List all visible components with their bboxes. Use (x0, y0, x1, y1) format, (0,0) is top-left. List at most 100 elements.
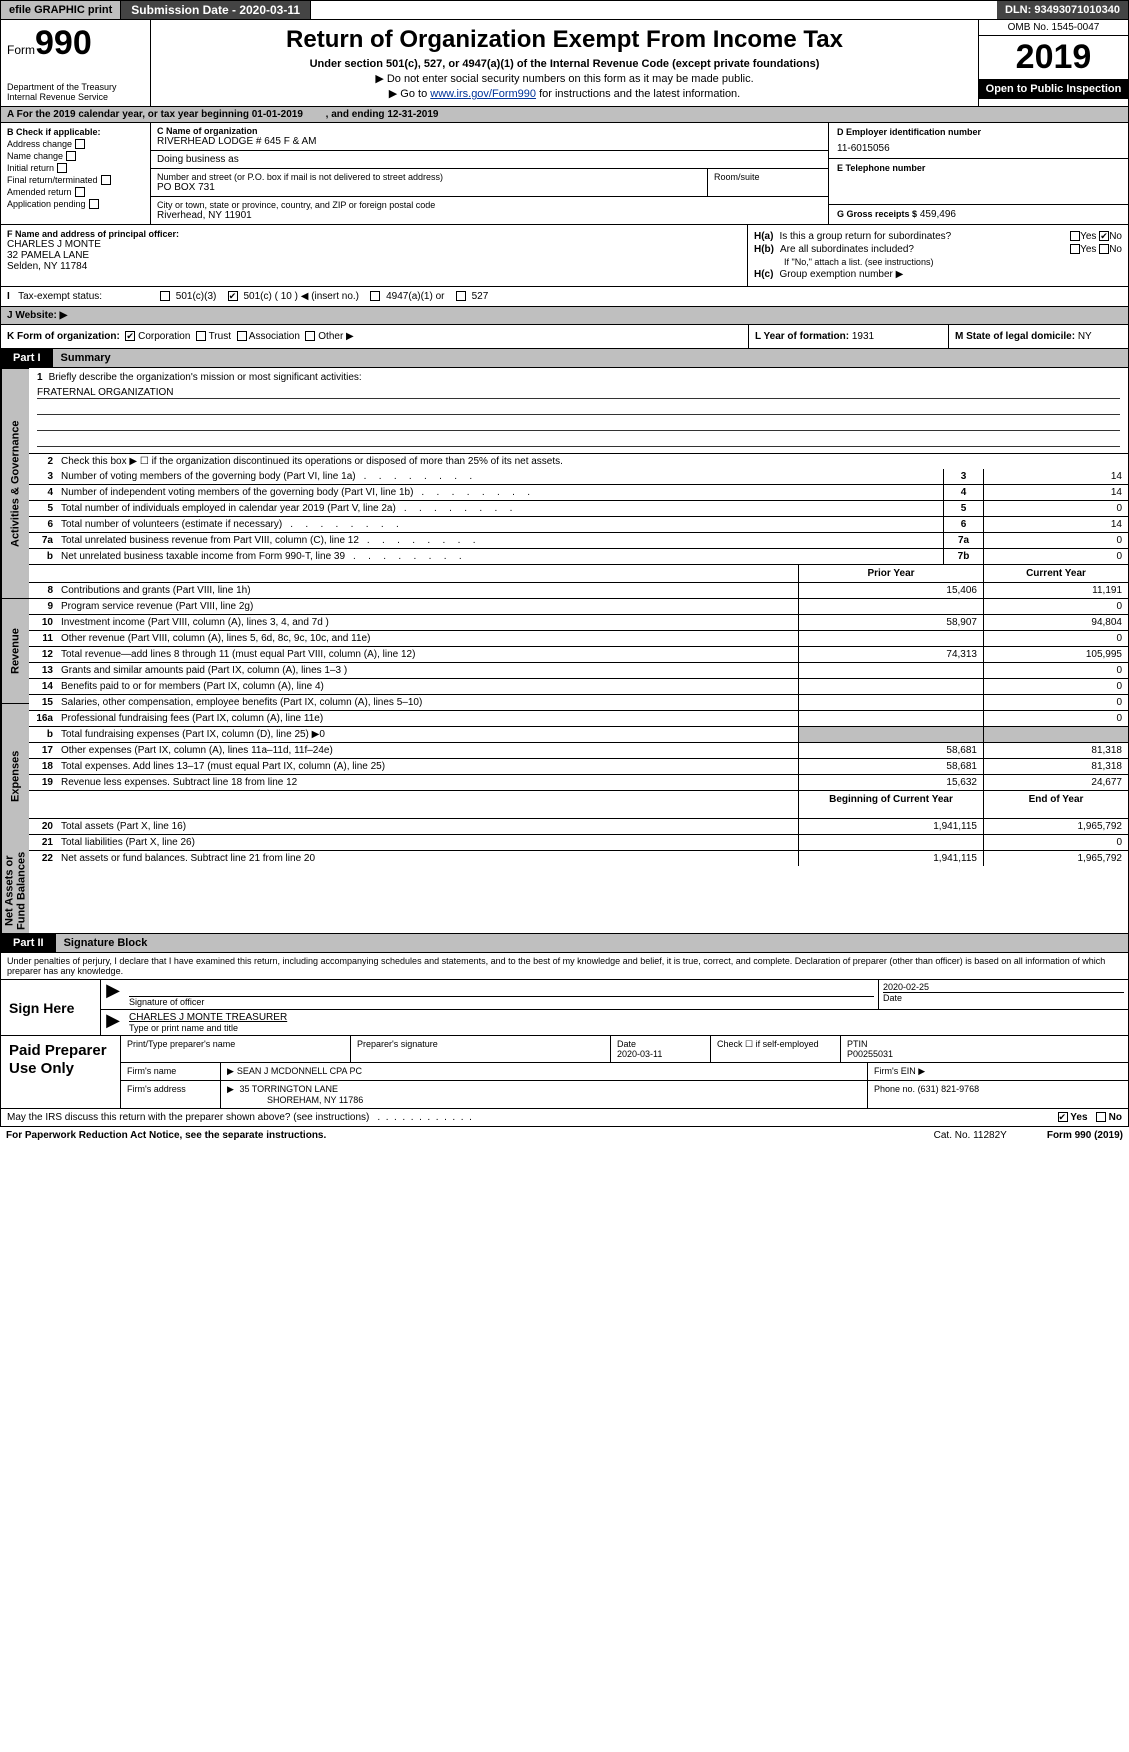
mission-blank1 (37, 401, 1120, 415)
hc: H(c) Group exemption number ▶ (754, 269, 1122, 280)
ha-lbl: H(a) (754, 231, 773, 242)
chk-527[interactable] (456, 291, 466, 301)
sign-content: ▶ Signature of officer 2020-02-25 Date ▶… (101, 980, 1128, 1035)
prior-year-h: Prior Year (798, 565, 983, 582)
chk-501c3[interactable] (160, 291, 170, 301)
ha-text: Is this a group return for subordinates? (779, 231, 951, 242)
chk-other[interactable] (305, 331, 315, 341)
h-sig: Preparer's signature (351, 1036, 611, 1062)
side-revenue: Revenue (1, 598, 29, 703)
officer-name: CHARLES J MONTE (7, 239, 741, 250)
line-a-text: A For the 2019 calendar year, or tax yea… (7, 109, 303, 120)
irs-link[interactable]: www.irs.gov/Form990 (430, 88, 536, 100)
chk-amended[interactable]: Amended return (7, 187, 144, 197)
top-bar: efile GRAPHIC print Submission Date - 20… (0, 0, 1129, 20)
goto-post: for instructions and the latest informat… (536, 88, 740, 100)
rev-line: 9Program service revenue (Part VIII, lin… (29, 599, 1128, 615)
line-a-ending: , and ending 12-31-2019 (326, 109, 439, 120)
discuss-no[interactable] (1096, 1112, 1106, 1122)
part2-title: Signature Block (56, 934, 1128, 952)
exp-line: 16aProfessional fundraising fees (Part I… (29, 711, 1128, 727)
gross-cell: G Gross receipts $ 459,496 (829, 204, 1128, 224)
ha-no[interactable] (1099, 231, 1109, 241)
sig-arrow1: ▶ (101, 980, 125, 1009)
exp-line: 15Salaries, other compensation, employee… (29, 695, 1128, 711)
exp-lines: 13Grants and similar amounts paid (Part … (29, 663, 1128, 791)
phone-cell: E Telephone number (829, 158, 1128, 204)
chk-name-change[interactable]: Name change (7, 151, 144, 161)
firm-name-line: Firm's name SEAN J MCDONNELL CPA PC Firm… (121, 1063, 1128, 1081)
k-lbl: K Form of organization: (7, 331, 120, 342)
rev-line: 8Contributions and grants (Part VIII, li… (29, 583, 1128, 599)
gov-line: 3Number of voting members of the governi… (29, 469, 1128, 485)
dba-cell: Doing business as (151, 151, 828, 169)
submission-date: Submission Date - 2020-03-11 (121, 1, 311, 19)
officer-addr1: 32 PAMELA LANE (7, 250, 741, 261)
summary-body: Activities & Governance Revenue Expenses… (0, 368, 1129, 934)
firm-name-lbl: Firm's name (121, 1063, 221, 1080)
chk-corp[interactable] (125, 331, 135, 341)
chk-trust[interactable] (196, 331, 206, 341)
row-klm: K Form of organization: Corporation Trus… (0, 325, 1129, 349)
hc-text: Group exemption number ▶ (779, 269, 903, 280)
hb-yes[interactable] (1070, 244, 1080, 254)
part2-header: Part II Signature Block (0, 934, 1129, 953)
chk-address-change[interactable]: Address change (7, 139, 144, 149)
hb-text: Are all subordinates included? (780, 244, 914, 255)
sig-name-line: ▶ CHARLES J MONTE TREASURER Type or prin… (101, 1010, 1128, 1035)
gov-line: 2Check this box ▶ ☐ if the organization … (29, 454, 1128, 469)
exp-line: bTotal fundraising expenses (Part IX, co… (29, 727, 1128, 743)
sig-officer: Signature of officer (125, 980, 878, 1009)
side-net-assets: Net Assets or Fund Balances (1, 848, 29, 933)
hb-no[interactable] (1099, 244, 1109, 254)
paid-header-line: Print/Type preparer's name Preparer's si… (121, 1036, 1128, 1063)
form-subtitle: Under section 501(c), 527, or 4947(a)(1)… (161, 58, 968, 70)
chk-4947[interactable] (370, 291, 380, 301)
phone-lbl: E Telephone number (837, 163, 1120, 173)
topbar-spacer (311, 1, 997, 19)
gov-line: 4Number of independent voting members of… (29, 485, 1128, 501)
ha-yes[interactable] (1070, 231, 1080, 241)
chk-final-return[interactable]: Final return/terminated (7, 175, 144, 185)
side-expenses: Expenses (1, 703, 29, 848)
discuss-text: May the IRS discuss this return with the… (7, 1112, 369, 1123)
firm-addr-line: Firm's address 35 TORRINGTON LANE SHOREH… (121, 1081, 1128, 1108)
open-public: Open to Public Inspection (979, 79, 1128, 99)
ein-lbl: D Employer identification number (837, 127, 1120, 137)
h-check: Check ☐ if self-employed (711, 1036, 841, 1062)
form-header: Form990 Department of the Treasury Inter… (0, 20, 1129, 107)
omb-number: OMB No. 1545-0047 (979, 20, 1128, 36)
side-governance: Activities & Governance (1, 368, 29, 598)
net-line: 21Total liabilities (Part X, line 26)0 (29, 835, 1128, 851)
org-name-cell: C Name of organization RIVERHEAD LODGE #… (151, 123, 828, 151)
tax-status-lbl: I Tax-exempt status: (1, 287, 151, 306)
sig-arrow2: ▶ (101, 1010, 125, 1035)
officer-lbl: F Name and address of principal officer: (7, 229, 741, 239)
hc-lbl: H(c) (754, 269, 773, 280)
sig-officer-lbl: Signature of officer (129, 996, 874, 1007)
discuss-yes[interactable] (1058, 1112, 1068, 1122)
chk-pending[interactable]: Application pending (7, 199, 144, 209)
firm-phone: Phone no. (631) 821-9768 (868, 1081, 1128, 1108)
col-d: D Employer identification number 11-6015… (828, 123, 1128, 224)
pra-notice: For Paperwork Reduction Act Notice, see … (6, 1130, 326, 1141)
part2-tab: Part II (1, 934, 56, 952)
chk-assoc[interactable] (237, 331, 247, 341)
gov-lines: 2Check this box ▶ ☐ if the organization … (29, 454, 1128, 565)
dln: DLN: 93493071010340 (997, 1, 1128, 19)
sig-officer-line: ▶ Signature of officer 2020-02-25 Date (101, 980, 1128, 1010)
rev-header: Prior Year Current Year (29, 565, 1128, 583)
row-fh: F Name and address of principal officer:… (0, 225, 1129, 287)
form-number: Form990 (7, 24, 144, 63)
net-lines: 20Total assets (Part X, line 16)1,941,11… (29, 819, 1128, 866)
efile-button[interactable]: efile GRAPHIC print (1, 1, 121, 19)
chk-501c[interactable] (228, 291, 238, 301)
paid-lbl: Paid Preparer Use Only (1, 1036, 121, 1108)
mission-num: 1 (37, 372, 43, 383)
chk-initial-return[interactable]: Initial return (7, 163, 144, 173)
rev-line: 10Investment income (Part VIII, column (… (29, 615, 1128, 631)
hb: H(b) Are all subordinates included? Yes … (754, 244, 1122, 255)
cat-no: Cat. No. 11282Y (934, 1130, 1007, 1141)
firm-addr-lbl: Firm's address (121, 1081, 221, 1108)
form-990: 990 (35, 24, 92, 62)
